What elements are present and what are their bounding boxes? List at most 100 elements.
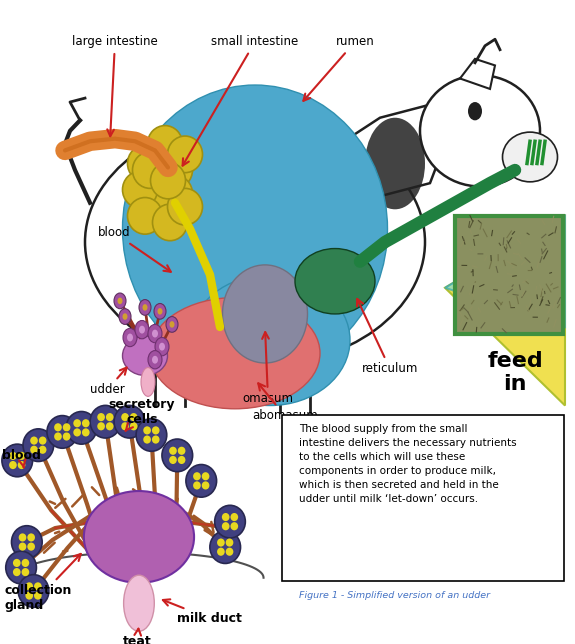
Circle shape — [148, 325, 162, 343]
Circle shape — [39, 446, 47, 454]
Circle shape — [169, 456, 177, 464]
Circle shape — [170, 321, 174, 328]
Circle shape — [178, 447, 186, 455]
Text: teat: teat — [122, 629, 151, 644]
Circle shape — [214, 506, 246, 538]
Circle shape — [130, 413, 137, 421]
Circle shape — [222, 522, 229, 530]
Circle shape — [9, 452, 17, 460]
Circle shape — [74, 419, 81, 428]
Text: The blood supply from the small
intestine delivers the necessary nutrients
to th: The blood supply from the small intestin… — [299, 424, 516, 504]
Circle shape — [19, 533, 26, 542]
Circle shape — [117, 298, 122, 304]
Circle shape — [114, 293, 126, 308]
Ellipse shape — [122, 171, 158, 208]
Ellipse shape — [295, 249, 375, 314]
Circle shape — [54, 423, 62, 431]
Polygon shape — [445, 216, 565, 406]
Circle shape — [63, 423, 70, 431]
Polygon shape — [460, 59, 495, 89]
Ellipse shape — [141, 368, 155, 396]
Circle shape — [152, 356, 158, 364]
Circle shape — [169, 447, 177, 455]
Circle shape — [152, 435, 160, 444]
Ellipse shape — [122, 85, 388, 373]
Circle shape — [202, 472, 209, 480]
Circle shape — [139, 326, 145, 334]
Circle shape — [34, 591, 42, 600]
Circle shape — [9, 461, 17, 469]
Circle shape — [468, 102, 482, 120]
Circle shape — [127, 334, 133, 341]
Circle shape — [47, 415, 78, 448]
FancyBboxPatch shape — [282, 415, 564, 581]
Text: blood: blood — [2, 449, 41, 468]
Circle shape — [143, 426, 151, 435]
Circle shape — [152, 426, 160, 435]
Circle shape — [143, 435, 151, 444]
Text: rumen: rumen — [304, 35, 374, 101]
Ellipse shape — [365, 118, 425, 209]
Circle shape — [159, 343, 165, 350]
Circle shape — [22, 559, 29, 567]
Circle shape — [139, 299, 151, 316]
Circle shape — [155, 337, 169, 356]
Polygon shape — [445, 216, 565, 327]
Circle shape — [18, 461, 25, 469]
Circle shape — [143, 304, 148, 310]
Ellipse shape — [223, 265, 308, 363]
Text: small intestine: small intestine — [183, 35, 298, 166]
Circle shape — [122, 313, 128, 320]
Circle shape — [152, 330, 158, 337]
Text: blood: blood — [98, 226, 171, 272]
Circle shape — [23, 429, 53, 462]
Circle shape — [13, 559, 21, 567]
Ellipse shape — [137, 171, 172, 208]
Circle shape — [210, 531, 240, 564]
Polygon shape — [340, 104, 450, 196]
Circle shape — [158, 308, 163, 315]
Circle shape — [222, 513, 229, 521]
Text: large intestine: large intestine — [72, 35, 158, 136]
Ellipse shape — [420, 75, 540, 186]
Circle shape — [178, 456, 186, 464]
Circle shape — [154, 303, 166, 319]
Circle shape — [166, 317, 178, 332]
Circle shape — [39, 437, 47, 444]
Ellipse shape — [84, 491, 194, 583]
Circle shape — [97, 413, 105, 421]
Circle shape — [30, 437, 38, 444]
Circle shape — [22, 568, 29, 576]
Circle shape — [162, 439, 193, 471]
Circle shape — [217, 547, 225, 556]
Circle shape — [186, 464, 217, 497]
Text: feed
in: feed in — [487, 351, 543, 394]
Circle shape — [123, 328, 137, 346]
Ellipse shape — [132, 152, 167, 189]
Circle shape — [225, 538, 233, 547]
Ellipse shape — [152, 204, 187, 241]
Circle shape — [54, 432, 62, 440]
Ellipse shape — [122, 336, 167, 375]
Circle shape — [202, 481, 209, 489]
Ellipse shape — [167, 136, 202, 173]
Circle shape — [193, 481, 201, 489]
Ellipse shape — [85, 118, 425, 366]
Circle shape — [25, 591, 33, 600]
Text: collection
gland: collection gland — [5, 554, 81, 612]
Circle shape — [82, 419, 90, 428]
Circle shape — [225, 547, 233, 556]
Circle shape — [119, 308, 131, 325]
Ellipse shape — [323, 258, 358, 317]
Text: udder: udder — [90, 368, 126, 396]
Ellipse shape — [135, 225, 195, 298]
Circle shape — [90, 406, 121, 438]
Circle shape — [13, 568, 21, 576]
Circle shape — [18, 452, 25, 460]
Circle shape — [121, 413, 129, 421]
Circle shape — [2, 444, 33, 477]
Ellipse shape — [137, 191, 172, 227]
Ellipse shape — [148, 126, 182, 162]
Circle shape — [74, 428, 81, 437]
Circle shape — [30, 446, 38, 454]
